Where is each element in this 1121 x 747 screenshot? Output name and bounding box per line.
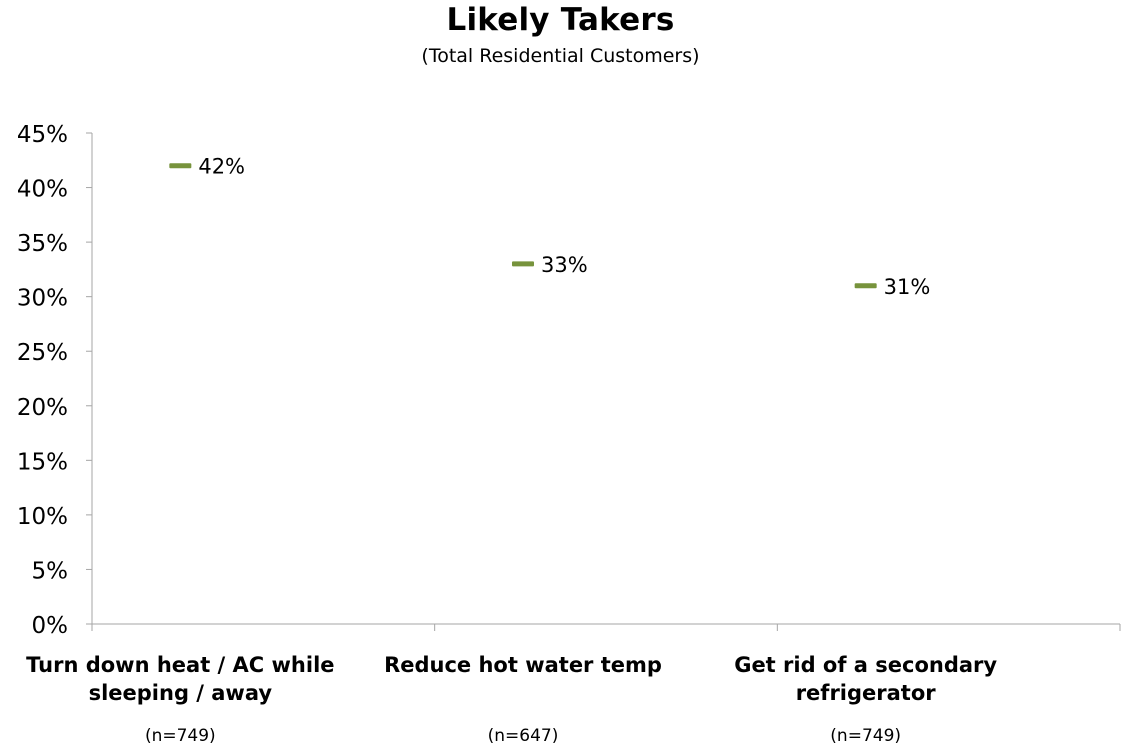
data-label: 42% bbox=[198, 155, 245, 179]
x-category-label: sleeping / away bbox=[89, 681, 273, 705]
y-tick-label: 35% bbox=[17, 231, 68, 257]
y-tick-label: 5% bbox=[32, 558, 69, 584]
y-tick-label: 30% bbox=[17, 286, 68, 312]
chart-title: Likely Takers bbox=[446, 2, 675, 38]
y-tick-label: 15% bbox=[17, 449, 68, 475]
x-category-label: refrigerator bbox=[796, 681, 937, 705]
data-label: 33% bbox=[541, 253, 588, 277]
y-tick-label: 40% bbox=[17, 177, 68, 203]
y-tick-label: 0% bbox=[32, 613, 69, 639]
x-category-label: Get rid of a secondary bbox=[734, 653, 997, 677]
sample-size-label: (n=749) bbox=[830, 726, 901, 746]
x-category-label: Reduce hot water temp bbox=[384, 653, 662, 677]
chart-subtitle: (Total Residential Customers) bbox=[421, 45, 700, 67]
y-tick-label: 20% bbox=[17, 395, 68, 421]
x-category-label: Turn down heat / AC while bbox=[26, 653, 334, 677]
y-tick-label: 10% bbox=[17, 504, 68, 530]
y-tick-label: 25% bbox=[17, 340, 68, 366]
sample-size-label: (n=749) bbox=[145, 726, 216, 746]
data-point-marker bbox=[169, 163, 192, 169]
y-tick-label: 45% bbox=[17, 122, 68, 148]
data-point-marker bbox=[854, 283, 877, 289]
data-point-marker bbox=[512, 261, 534, 267]
data-label: 31% bbox=[884, 275, 931, 299]
sample-size-label: (n=647) bbox=[488, 726, 559, 746]
